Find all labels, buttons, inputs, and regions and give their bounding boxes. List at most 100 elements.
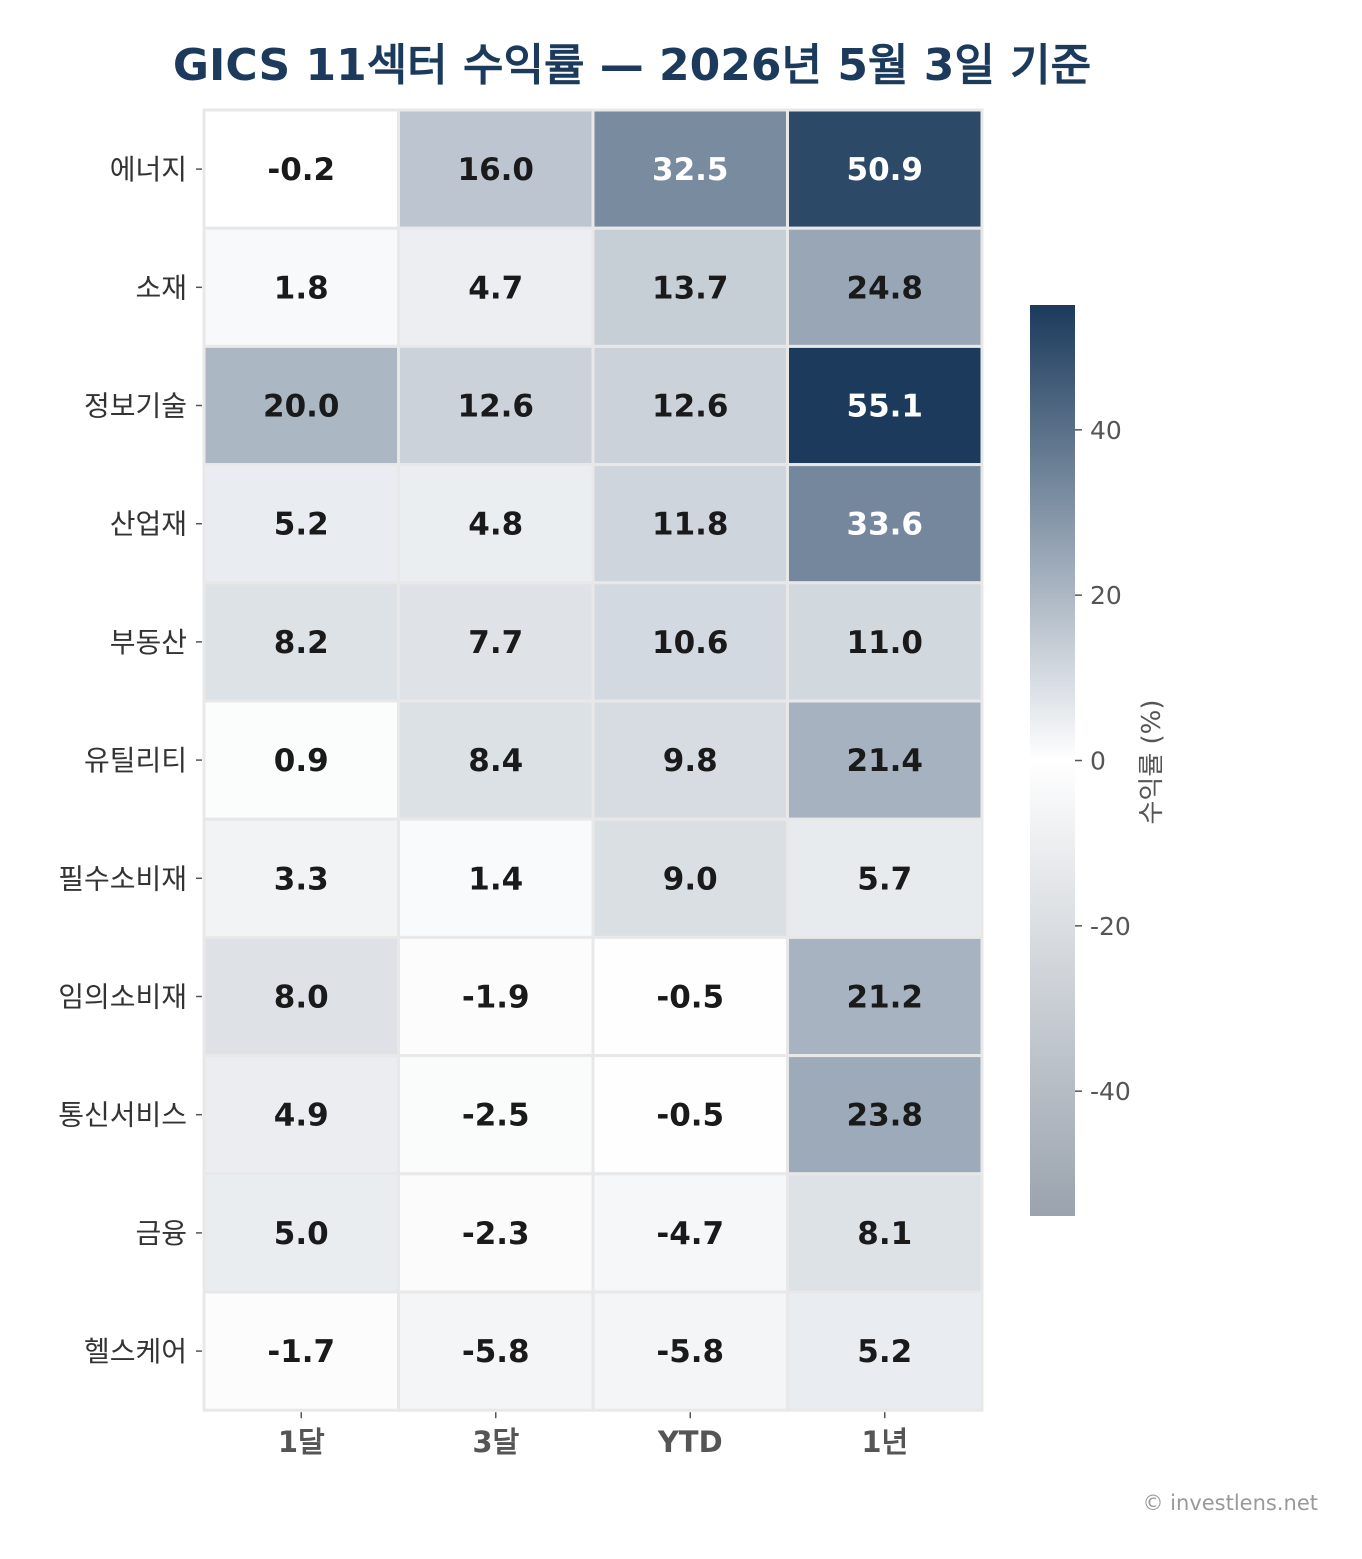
heatmap-cell <box>397 463 595 585</box>
heatmap-cells <box>202 108 984 1412</box>
y-tick-label: 유틸리티 <box>84 744 187 777</box>
heatmap-cell <box>786 1054 984 1176</box>
cell-value-label: 11.0 <box>847 625 924 661</box>
y-tick-label: 필수소비재 <box>58 862 187 895</box>
heatmap-cell <box>397 344 595 467</box>
cell-value-label: 8.2 <box>274 625 329 661</box>
colorbar-ticks: 40 20 0 -20 -40 <box>1075 416 1131 1106</box>
colorbar-tick-label: -20 <box>1090 912 1131 941</box>
heatmap-cell <box>202 1290 400 1412</box>
heatmap-cell <box>786 108 984 230</box>
y-tick-label: 금융 <box>135 1217 187 1250</box>
cell-value-label: -0.2 <box>267 152 335 188</box>
heatmap-cell <box>202 935 400 1058</box>
heatmap-cell <box>786 1290 984 1412</box>
cell-value-label: 23.8 <box>847 1098 924 1134</box>
cell-value-label: 3.3 <box>274 861 329 897</box>
heatmap-cell <box>591 699 789 821</box>
cell-value-label: 10.6 <box>652 625 729 661</box>
colorbar-tick-label: 20 <box>1090 581 1122 610</box>
cell-value-label: 8.1 <box>857 1216 912 1252</box>
y-tick-label: 헬스케어 <box>84 1335 187 1368</box>
cell-value-label: 21.2 <box>847 980 924 1016</box>
cell-value-label: -1.9 <box>462 980 530 1016</box>
heatmap-cell <box>397 226 595 348</box>
heatmap-cell <box>786 1172 984 1294</box>
x-axis: 1달 3달 YTD 1년 <box>278 1412 908 1459</box>
heatmap-cell <box>591 935 789 1058</box>
y-tick-label: 에너지 <box>110 153 187 186</box>
y-tick-label: 임의소비재 <box>58 981 187 1014</box>
y-tick-label: 소재 <box>135 271 187 304</box>
y-tick-label: 부동산 <box>110 626 187 659</box>
cell-value-label: 8.0 <box>274 980 329 1016</box>
cell-value-label: -0.5 <box>656 1098 724 1134</box>
cell-value-label: 9.0 <box>663 861 718 897</box>
colorbar-tick-label: -40 <box>1090 1077 1131 1106</box>
cell-value-label: 5.0 <box>274 1216 329 1252</box>
cell-value-label: 4.9 <box>274 1098 329 1134</box>
heatmap-cell <box>591 1290 789 1412</box>
cell-value-label: 9.8 <box>663 743 718 779</box>
cell-value-label: 5.7 <box>857 861 912 897</box>
cell-value-label: 13.7 <box>652 270 729 306</box>
heatmap-cell <box>786 226 984 348</box>
cell-value-label: 50.9 <box>847 152 924 188</box>
x-tick-label: 1달 <box>278 1425 325 1459</box>
heatmap-cell <box>786 344 984 467</box>
heatmap-cell <box>786 699 984 821</box>
cell-value-label: 12.6 <box>652 389 729 425</box>
cell-value-label: -4.7 <box>656 1216 724 1252</box>
chart-title: GICS 11섹터 수익률 — 2026년 5월 3일 기준 <box>173 40 1091 91</box>
cell-value-label: 7.7 <box>468 625 523 661</box>
cell-value-label: 4.7 <box>468 270 523 306</box>
cell-value-label: -2.5 <box>462 1098 530 1134</box>
cell-value-label: -5.8 <box>656 1334 724 1370</box>
cell-value-label: 16.0 <box>458 152 535 188</box>
cell-value-label: 8.4 <box>468 743 523 779</box>
heatmap-cell <box>786 581 984 703</box>
cell-value-label: 1.8 <box>274 270 329 306</box>
cell-value-label: -2.3 <box>462 1216 530 1252</box>
heatmap-cell <box>591 581 789 703</box>
cell-value-label: -5.8 <box>462 1334 530 1370</box>
colorbar <box>1030 305 1075 1216</box>
x-tick-label: YTD <box>657 1425 723 1459</box>
colorbar-label: 수익률 (%) <box>1137 699 1167 824</box>
cell-value-label: 33.6 <box>847 507 924 543</box>
heatmap-cell <box>397 581 595 703</box>
heatmap-cell <box>591 108 789 230</box>
y-tick-label: 통신서비스 <box>58 1099 187 1132</box>
cell-value-label: 32.5 <box>652 152 729 188</box>
cell-value-label: 4.8 <box>468 507 523 543</box>
heatmap-cell <box>202 108 400 230</box>
heatmap-cell <box>591 1172 789 1294</box>
y-tick-label: 산업재 <box>110 508 187 541</box>
heatmap-cell <box>397 1290 595 1412</box>
heatmap-cell <box>786 463 984 585</box>
x-tick-label: 1년 <box>861 1425 908 1459</box>
cell-value-label: 20.0 <box>263 389 340 425</box>
cell-value-label: 5.2 <box>274 507 329 543</box>
heatmap-cell <box>786 817 984 939</box>
heatmap-cell <box>397 699 595 821</box>
cell-value-label: -0.5 <box>656 980 724 1016</box>
cell-value-label: 0.9 <box>274 743 329 779</box>
heatmap-value-labels: -0.2 16.0 32.5 50.9 1.8 4.7 13.7 24.8 20.0 12.6 12… <box>263 152 923 1370</box>
cell-value-label: 24.8 <box>847 270 924 306</box>
x-tick-label: 3달 <box>472 1425 519 1459</box>
heatmap-cell <box>591 817 789 939</box>
heatmap-cell <box>202 581 400 703</box>
cell-value-label: 1.4 <box>468 861 523 897</box>
y-tick-label: 정보기술 <box>84 390 187 423</box>
cell-value-label: 21.4 <box>847 743 924 779</box>
cell-value-label: 55.1 <box>847 389 924 425</box>
colorbar-tick-label: 40 <box>1090 416 1122 445</box>
footer-credit: © investlens.net <box>1143 1491 1319 1515</box>
heatmap-cell <box>397 108 595 230</box>
cell-value-label: 11.8 <box>652 507 729 543</box>
cell-value-label: -1.7 <box>267 1334 335 1370</box>
colorbar-tick-label: 0 <box>1090 747 1106 776</box>
